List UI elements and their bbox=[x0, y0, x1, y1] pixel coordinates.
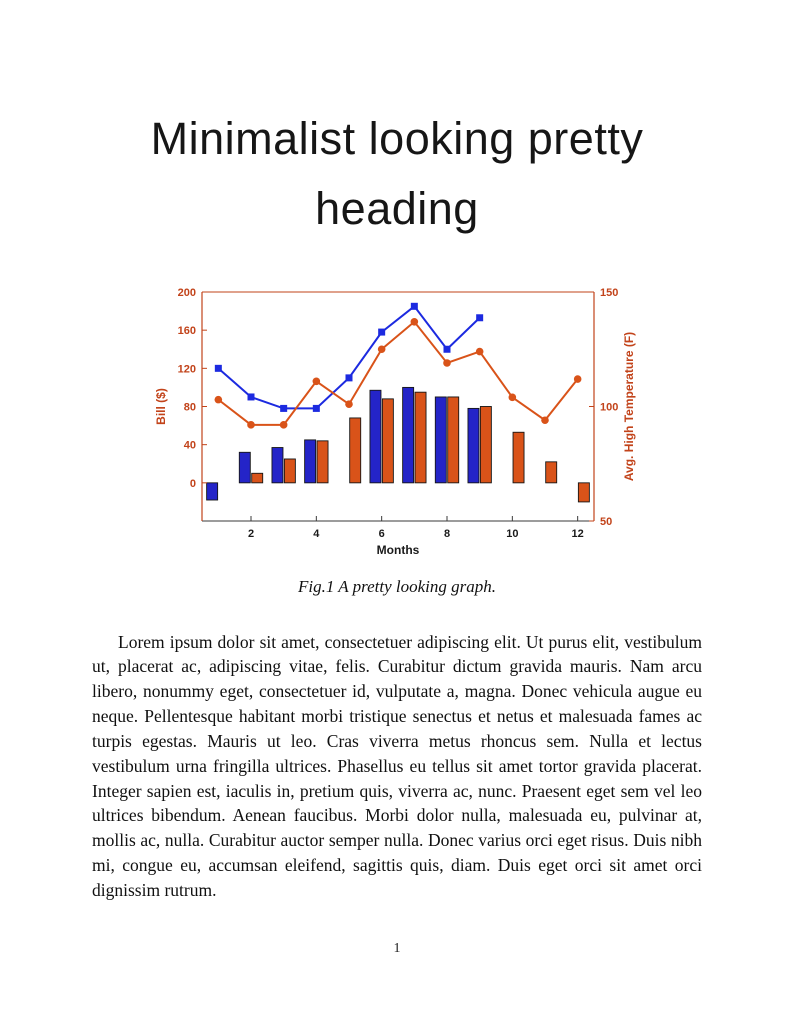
svg-text:8: 8 bbox=[444, 528, 450, 540]
svg-text:Avg. High Temperature (F): Avg. High Temperature (F) bbox=[622, 331, 636, 480]
page-number: 1 bbox=[393, 941, 401, 956]
svg-text:200: 200 bbox=[178, 287, 196, 299]
figure-chart: 0 40 80 120 160 200 50 100 150 2 4 6 8 10 12 Bill ($) Av… bbox=[154, 287, 636, 557]
svg-text:0: 0 bbox=[190, 477, 196, 489]
svg-text:40: 40 bbox=[184, 439, 196, 451]
svg-text:Bill ($): Bill ($) bbox=[154, 388, 168, 425]
svg-text:120: 120 bbox=[178, 363, 196, 375]
svg-text:2: 2 bbox=[248, 528, 254, 540]
figure: 0 40 80 120 160 200 50 100 150 2 4 6 8 10 12 Bill ($) Av… bbox=[152, 278, 642, 597]
svg-text:160: 160 bbox=[178, 325, 196, 337]
body-paragraph: Lorem ipsum dolor sit amet, consectetuer… bbox=[92, 631, 702, 900]
svg-text:Months: Months bbox=[377, 543, 420, 557]
svg-text:6: 6 bbox=[379, 528, 385, 540]
page-title: Minimalist looking pretty heading bbox=[150, 113, 644, 234]
svg-text:50: 50 bbox=[600, 516, 612, 528]
svg-text:4: 4 bbox=[313, 528, 320, 540]
svg-text:150: 150 bbox=[600, 287, 618, 299]
svg-text:100: 100 bbox=[600, 401, 618, 413]
figure-caption: Fig.1 A pretty looking graph. bbox=[297, 576, 496, 596]
svg-text:12: 12 bbox=[572, 528, 584, 540]
svg-text:80: 80 bbox=[184, 401, 196, 413]
svg-text:10: 10 bbox=[506, 528, 518, 540]
